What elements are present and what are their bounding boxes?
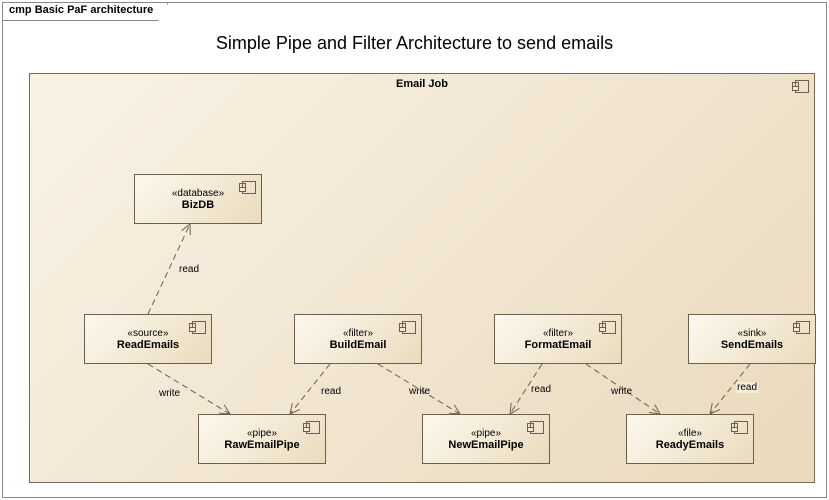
edge-label: read bbox=[320, 386, 342, 397]
diagram-title: Simple Pipe and Filter Architecture to s… bbox=[3, 33, 826, 54]
component-stereotype: «filter» bbox=[343, 328, 373, 339]
component-icon bbox=[399, 321, 415, 333]
component-send: «sink»SendEmails bbox=[688, 314, 816, 364]
component-stereotype: «file» bbox=[678, 428, 702, 439]
component-icon bbox=[731, 421, 747, 433]
component-icon bbox=[189, 321, 205, 333]
component-format: «filter»FormatEmail bbox=[494, 314, 622, 364]
package-label: Email Job bbox=[30, 78, 814, 90]
edge-label: write bbox=[610, 386, 633, 397]
component-name: BizDB bbox=[182, 199, 214, 211]
edge-label: write bbox=[158, 388, 181, 399]
frame-tab: cmp Basic PaF architecture bbox=[3, 3, 168, 21]
edge-label: write bbox=[408, 386, 431, 397]
component-build: «filter»BuildEmail bbox=[294, 314, 422, 364]
component-stereotype: «database» bbox=[172, 188, 224, 199]
component-icon bbox=[303, 421, 319, 433]
package-email-job: Email Job «database»BizDB «source»ReadEma… bbox=[29, 73, 815, 483]
edge-label: read bbox=[530, 384, 552, 395]
component-icon bbox=[599, 321, 615, 333]
component-stereotype: «filter» bbox=[543, 328, 573, 339]
component-icon bbox=[792, 80, 808, 92]
component-stereotype: «pipe» bbox=[471, 428, 501, 439]
component-rawpipe: «pipe»RawEmailPipe bbox=[198, 414, 326, 464]
component-name: SendEmails bbox=[721, 339, 783, 351]
frame-prefix: cmp bbox=[9, 4, 32, 16]
component-stereotype: «pipe» bbox=[247, 428, 277, 439]
component-stereotype: «source» bbox=[127, 328, 168, 339]
component-newpipe: «pipe»NewEmailPipe bbox=[422, 414, 550, 464]
diagram-frame: cmp Basic PaF architecture Simple Pipe a… bbox=[2, 2, 827, 498]
component-name: ReadyEmails bbox=[656, 439, 724, 451]
component-name: FormatEmail bbox=[525, 339, 592, 351]
component-icon bbox=[239, 181, 255, 193]
component-name: NewEmailPipe bbox=[448, 439, 523, 451]
component-name: ReadEmails bbox=[117, 339, 179, 351]
component-icon bbox=[793, 321, 809, 333]
component-read: «source»ReadEmails bbox=[84, 314, 212, 364]
frame-name: Basic PaF architecture bbox=[35, 4, 154, 16]
edge-label: read bbox=[178, 264, 200, 275]
component-ready: «file»ReadyEmails bbox=[626, 414, 754, 464]
component-icon bbox=[527, 421, 543, 433]
component-name: RawEmailPipe bbox=[224, 439, 299, 451]
component-name: BuildEmail bbox=[330, 339, 387, 351]
component-bizdb: «database»BizDB bbox=[134, 174, 262, 224]
edge-label: read bbox=[736, 382, 758, 393]
component-stereotype: «sink» bbox=[738, 328, 767, 339]
